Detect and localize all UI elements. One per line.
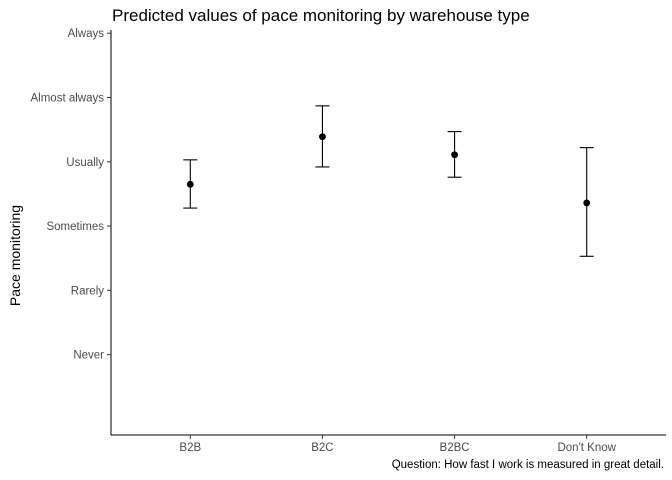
x-tick-label: B2B (179, 442, 201, 454)
y-tick-label: Always (68, 28, 105, 40)
y-axis-title: Pace monitoring (7, 205, 23, 306)
y-ticks: Never Rarely Sometimes Usually Almost always… (31, 28, 111, 362)
data-marks (183, 105, 594, 257)
x-tick-label: B2C (311, 442, 333, 454)
chart-caption: Question: How fast I work is measured in… (391, 459, 664, 471)
y-tick-label: Usually (66, 157, 104, 169)
x-tick-label: Don't Know (557, 442, 616, 454)
x-tick-label: B2BC (440, 442, 470, 454)
y-tick-label: Almost always (31, 93, 105, 105)
y-tick-label: Never (73, 350, 104, 362)
data-point (319, 133, 326, 141)
y-tick-label: Rarely (71, 285, 104, 297)
y-tick-label: Sometimes (46, 221, 104, 233)
data-point (186, 180, 194, 188)
x-ticks: B2B B2C B2BC Don't Know (179, 435, 617, 454)
data-point (451, 151, 458, 159)
chart-title: Predicted values of pace monitoring by w… (112, 6, 530, 25)
data-point (583, 199, 591, 207)
